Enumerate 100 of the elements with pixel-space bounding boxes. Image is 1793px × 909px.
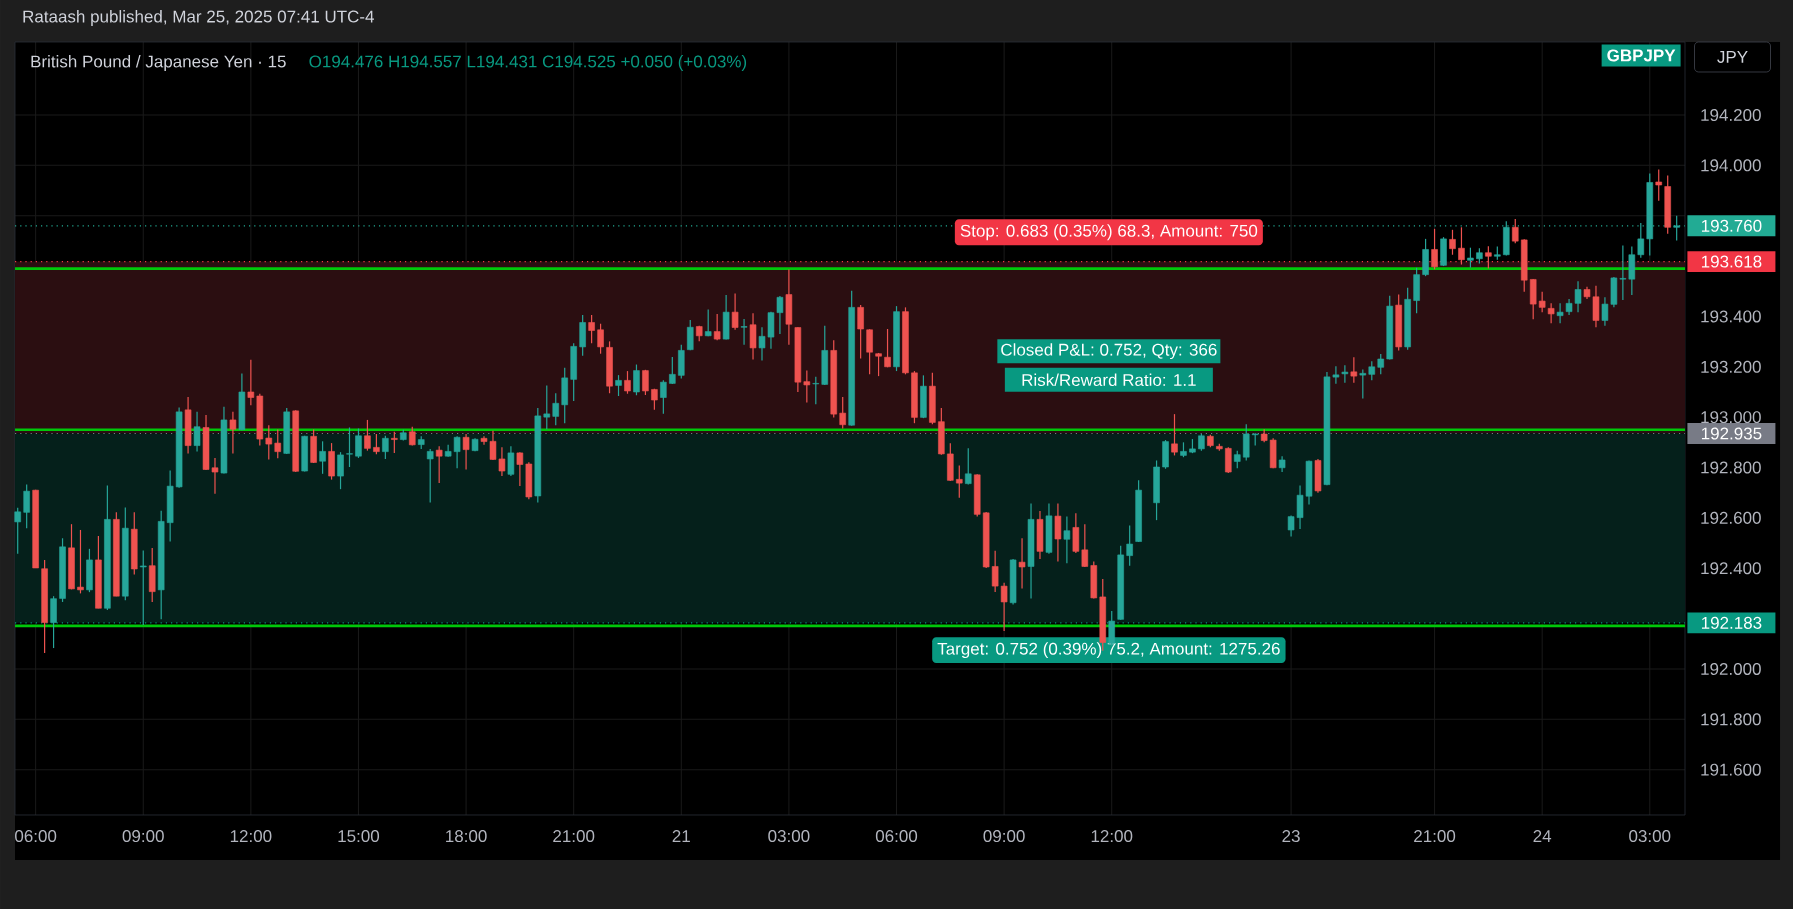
candlestick — [1449, 229, 1456, 256]
y-tick-label: 192.000 — [1701, 662, 1761, 675]
candlestick — [319, 440, 326, 475]
candlestick — [1350, 356, 1358, 384]
candlestick — [615, 374, 622, 397]
candlestick — [426, 448, 434, 504]
x-tick-label: 21 — [672, 830, 690, 842]
candlestick — [1431, 228, 1438, 270]
candlestick — [543, 384, 551, 430]
candlestick — [346, 426, 353, 468]
candlestick — [1547, 302, 1555, 324]
candlestick — [1359, 368, 1367, 400]
candlestick — [14, 507, 21, 555]
candlestick — [1368, 360, 1376, 381]
candlestick — [552, 392, 560, 426]
candlestick — [77, 529, 84, 594]
ref-line-label: 193.618 — [1701, 255, 1762, 268]
candlestick — [462, 433, 470, 471]
candlestick — [50, 595, 57, 649]
candlestick — [1458, 226, 1465, 266]
y-tick-label: 191.800 — [1701, 713, 1761, 726]
x-tick-label: 09:00 — [983, 830, 1025, 843]
candlestick — [139, 550, 147, 626]
candlestick — [409, 426, 416, 447]
candlestick — [1673, 215, 1680, 241]
candlestick — [337, 451, 344, 490]
x-tick-label: 21:00 — [1414, 830, 1456, 843]
candlestick — [731, 292, 739, 331]
x-tick-label: 12:00 — [230, 830, 272, 843]
candlestick — [803, 369, 811, 404]
x-tick-label: 03:00 — [768, 830, 810, 843]
x-tick-label: 03:00 — [1629, 830, 1671, 843]
candlestick — [884, 328, 891, 368]
candlestick — [229, 411, 237, 455]
candlestick — [435, 445, 443, 484]
candlestick — [713, 313, 721, 341]
x-tick-label: 24 — [1533, 830, 1552, 842]
candlestick — [1242, 423, 1250, 462]
candlestick — [373, 433, 380, 455]
candlestick — [956, 464, 963, 499]
candlestick — [355, 427, 362, 459]
candlestick — [1467, 247, 1474, 269]
y-tick-label: 194.200 — [1701, 109, 1761, 122]
candlestick — [274, 428, 282, 459]
candlestick — [1018, 537, 1026, 590]
y-tick-label: 192.600 — [1701, 511, 1761, 524]
candlestick — [1377, 353, 1385, 375]
candlestick — [1538, 291, 1546, 313]
candlestick — [247, 359, 255, 406]
annotation: Closed P&L: 0.752, Qty: 366 — [1001, 343, 1217, 360]
candlestick — [687, 319, 694, 351]
candlestick — [660, 379, 667, 415]
x-tick-label: 12:00 — [1091, 830, 1133, 843]
candlestick — [642, 369, 649, 396]
annotation: Risk/Reward Ratio: 1.1 — [1022, 373, 1196, 387]
x-tick-label: 06:00 — [875, 830, 918, 843]
candlestick — [1556, 302, 1564, 324]
y-tick-label: 191.600 — [1701, 763, 1761, 776]
candlestick — [704, 308, 712, 337]
ref-line-label: 192.183 — [1701, 616, 1762, 629]
y-tick-label: 193.000 — [1701, 411, 1761, 424]
x-tick-label: 06:00 — [15, 830, 57, 843]
candlestick — [749, 312, 757, 361]
candlestick — [1655, 168, 1662, 202]
candlestick — [866, 328, 873, 375]
text: JPY — [1717, 51, 1748, 63]
x-tick-label: 15:00 — [338, 830, 380, 843]
candlestick — [1054, 502, 1062, 563]
y-tick-label: 193.200 — [1701, 360, 1761, 373]
ref-line-label: 193.760 — [1701, 219, 1762, 232]
candlestick — [1063, 516, 1071, 564]
x-tick-label: 18:00 — [446, 830, 487, 843]
annotation: GBPJPY — [1607, 49, 1676, 62]
candlestick — [1341, 364, 1349, 384]
candlestick — [391, 431, 398, 454]
x-tick-label: 09:00 — [122, 830, 164, 843]
candlestick — [597, 323, 604, 355]
candlestick — [364, 419, 371, 452]
x-tick-label: 21:00 — [553, 830, 595, 843]
y-tick-label: 192.400 — [1701, 562, 1761, 575]
candlestick — [1485, 245, 1492, 270]
candlestick — [23, 483, 30, 529]
candlestick — [382, 435, 389, 460]
candlestick — [991, 550, 999, 593]
candlestick — [633, 363, 640, 396]
candlestick — [516, 451, 524, 487]
annotation: Stop: 0.683 (0.35%) 68.3, Amount: 750 — [960, 224, 1258, 241]
y-tick-label: 192.800 — [1701, 461, 1761, 474]
candlestick — [193, 411, 201, 452]
x-tick-label: 23 — [1282, 830, 1300, 843]
candlestick — [1225, 446, 1232, 474]
candlestick — [1000, 582, 1008, 632]
y-tick-label: 194.000 — [1701, 159, 1761, 172]
text: British Pound / Japanese Yen · 15 — [31, 55, 286, 71]
candlestick — [588, 314, 595, 344]
candlestick — [1126, 524, 1133, 567]
candlestick — [964, 447, 972, 485]
candlestick — [857, 304, 864, 360]
candlestick — [624, 370, 631, 395]
candlestick — [507, 445, 515, 477]
